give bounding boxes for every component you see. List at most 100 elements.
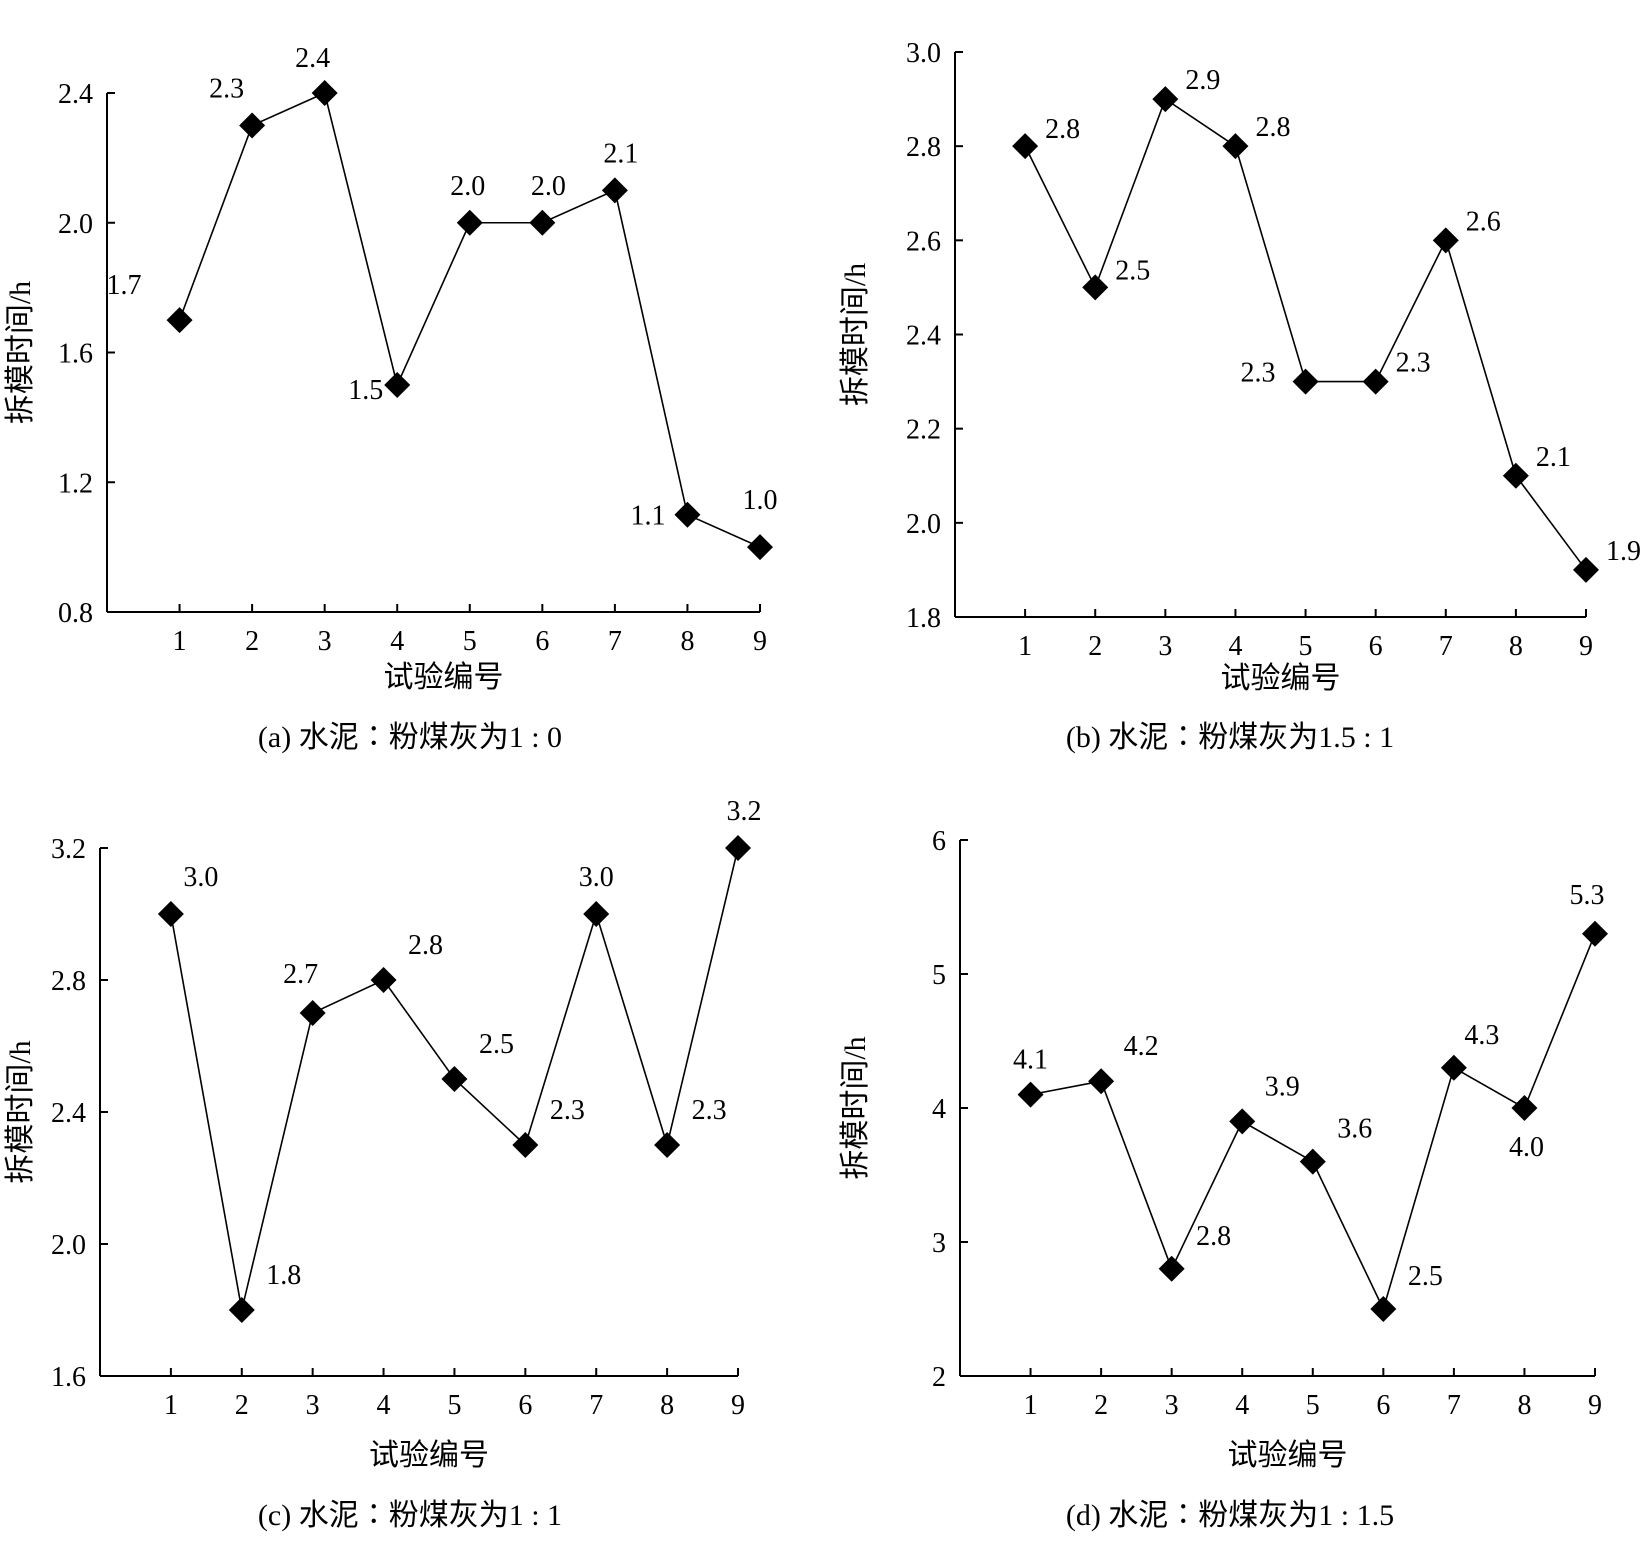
chart-b-x-tick-label: 1 bbox=[1018, 631, 1032, 662]
chart-a-point bbox=[384, 371, 411, 398]
chart-d-point bbox=[1511, 1095, 1538, 1121]
chart-b-point bbox=[1573, 556, 1599, 583]
chart-d-x-tick-label: 2 bbox=[1094, 1390, 1108, 1421]
chart-d-series-line bbox=[1030, 933, 1596, 1312]
chart-c-y-tick-label: 3.2 bbox=[51, 834, 86, 865]
chart-a-caption: (a) 水泥∶粉煤灰为1 : 0 bbox=[257, 721, 563, 754]
chart-a-plot: 0.8 1.2 1.6 2.0 2.4 1 2 3 4 5 6 7 8 9 试验编号 拆模时间/h 1.7 2.3… bbox=[4, 43, 778, 694]
chart-c-data-label: 2.3 bbox=[692, 1095, 727, 1126]
chart-a-point bbox=[601, 177, 628, 204]
chart-c-y-tick-label: 2.4 bbox=[51, 1098, 86, 1129]
chart-d-x-tick-label: 4 bbox=[1235, 1390, 1249, 1421]
chart-d-data-label: 3.9 bbox=[1265, 1071, 1300, 1102]
chart-panel-a: 0.8 1.2 1.6 2.0 2.4 1 2 3 4 5 6 7 8 9 试验编号 拆模时间/h 1.7 2.3… bbox=[0, 0, 820, 772]
chart-a-y-tick-label: 2.4 bbox=[58, 79, 93, 110]
chart-c-data-label: 2.7 bbox=[283, 959, 318, 990]
chart-d-plot: 2 3 4 5 6 1 2 3 4 5 6 7 8 9 试验编号 拆模时间/h 4.1 4.2 2.8 3.9 3.6 2… bbox=[839, 826, 1608, 1472]
chart-d-y-tick-label: 2 bbox=[932, 1362, 946, 1393]
chart-a-point bbox=[529, 209, 556, 236]
chart-a-x-tick-label: 8 bbox=[680, 626, 694, 657]
chart-a-point bbox=[747, 534, 773, 561]
chart-a-data-label: 1.5 bbox=[348, 375, 383, 406]
chart-a-x-tick-label: 2 bbox=[245, 626, 259, 657]
chart-a-x-tick-label: 6 bbox=[535, 626, 549, 657]
chart-d-data-label: 4.2 bbox=[1124, 1031, 1159, 1062]
chart-b-y-tick-label: 2.2 bbox=[906, 415, 941, 446]
chart-c-data-label: 1.8 bbox=[266, 1260, 301, 1291]
chart-c-plot: 1.6 2.0 2.4 2.8 3.2 1 2 3 4 5 6 7 8 9 试验编号 拆模时间/h 3.0 1.8… bbox=[4, 796, 762, 1472]
chart-a-y-tick-label: 2.0 bbox=[58, 209, 93, 240]
chart-c-x-tick-label: 8 bbox=[660, 1390, 674, 1421]
chart-panel-d: 2 3 4 5 6 1 2 3 4 5 6 7 8 9 试验编号 拆模时间/h 4.1 4.2 2.8 3.9 3.6 2… bbox=[820, 772, 1640, 1544]
chart-c-point bbox=[228, 1297, 255, 1323]
chart-c-data-label: 2.5 bbox=[479, 1029, 514, 1060]
chart-d-data-label: 4.1 bbox=[1013, 1045, 1048, 1076]
chart-b-point bbox=[1292, 368, 1319, 395]
chart-d-y-axis-label: 拆模时间/h bbox=[839, 1036, 872, 1179]
chart-c-caption: (c) 水泥∶粉煤灰为1 : 1 bbox=[257, 1499, 563, 1532]
chart-c-y-tick-label: 2.8 bbox=[51, 966, 86, 997]
chart-c-y-tick-label: 1.6 bbox=[51, 1362, 86, 1393]
chart-b-x-tick-label: 4 bbox=[1228, 631, 1242, 662]
chart-b-data-label: 2.8 bbox=[1045, 114, 1080, 145]
chart-b-x-axis-label: 试验编号 bbox=[1221, 662, 1341, 695]
chart-a-x-tick-label: 1 bbox=[173, 626, 187, 657]
chart-a-data-label: 2.1 bbox=[603, 138, 638, 169]
chart-b-x-tick-label: 9 bbox=[1579, 631, 1593, 662]
chart-a-point bbox=[456, 209, 483, 236]
chart-c-data-label: 3.0 bbox=[579, 862, 614, 893]
chart-d-point bbox=[1299, 1148, 1326, 1175]
chart-panel-b: 1.8 2.0 2.2 2.4 2.6 2.8 3.0 1 2 3 4 5 6 7 8 9 试验编号 拆模时间/h… bbox=[820, 0, 1640, 772]
chart-d-x-tick-label: 1 bbox=[1024, 1390, 1038, 1421]
chart-b-point bbox=[1222, 133, 1249, 160]
chart-d-y-tick-label: 3 bbox=[932, 1228, 946, 1259]
chart-b-x-tick-label: 3 bbox=[1158, 631, 1172, 662]
chart-d-x-tick-label: 8 bbox=[1517, 1390, 1531, 1421]
chart-panel-c: 1.6 2.0 2.4 2.8 3.2 1 2 3 4 5 6 7 8 9 试验编号 拆模时间/h 3.0 1.8… bbox=[0, 772, 820, 1544]
chart-b-data-label: 2.8 bbox=[1255, 112, 1290, 143]
chart-a-point bbox=[674, 501, 701, 528]
chart-d-x-tick-label: 7 bbox=[1447, 1390, 1461, 1421]
chart-d-point bbox=[1582, 920, 1608, 947]
chart-b-data-label: 2.1 bbox=[1536, 442, 1571, 473]
chart-c-x-tick-label: 2 bbox=[235, 1390, 249, 1421]
chart-c-point bbox=[512, 1132, 539, 1158]
chart-d-y-tick-label: 5 bbox=[932, 960, 946, 991]
chart-b-y-axis-label: 拆模时间/h bbox=[839, 263, 872, 406]
chart-b-data-label: 2.5 bbox=[1115, 255, 1150, 286]
chart-c-data-label: 2.8 bbox=[408, 930, 443, 961]
chart-c-y-axis-label: 拆模时间/h bbox=[4, 1040, 37, 1183]
chart-c-point bbox=[299, 1000, 326, 1026]
chart-b-series-line bbox=[1024, 97, 1587, 571]
chart-a-y-tick-label: 1.2 bbox=[58, 468, 93, 499]
chart-d-y-tick-label: 6 bbox=[932, 826, 946, 857]
chart-d-y-tick-label: 4 bbox=[932, 1094, 946, 1125]
chart-b-caption: (b) 水泥∶粉煤灰为1.5 : 1 bbox=[1065, 721, 1395, 754]
chart-a-data-label: 2.4 bbox=[295, 43, 330, 74]
chart-b-point bbox=[1502, 462, 1529, 489]
chart-b-x-tick-label: 7 bbox=[1439, 631, 1453, 662]
chart-a-point bbox=[311, 80, 338, 106]
chart-b-y-tick-label: 2.4 bbox=[906, 321, 941, 352]
chart-c-x-tick-label: 9 bbox=[731, 1390, 745, 1421]
chart-b-plot: 1.8 2.0 2.2 2.4 2.6 2.8 3.0 1 2 3 4 5 6 7 8 9 试验编号 拆模时间/h… bbox=[839, 38, 1640, 695]
chart-c-point bbox=[370, 967, 397, 993]
chart-a-x-axis-label: 试验编号 bbox=[384, 661, 504, 694]
chart-a-data-label: 1.1 bbox=[630, 501, 665, 532]
chart-d-point bbox=[1158, 1255, 1185, 1282]
chart-a-data-label: 2.0 bbox=[450, 171, 485, 202]
chart-b-y-tick-label: 3.0 bbox=[906, 38, 941, 69]
chart-a-x-tick-label: 4 bbox=[390, 626, 404, 657]
chart-b-y-tick-label: 2.6 bbox=[906, 226, 941, 257]
chart-b-x-tick-label: 6 bbox=[1369, 631, 1383, 662]
chart-c-x-axis-label: 试验编号 bbox=[369, 1439, 489, 1472]
chart-a-series-line bbox=[178, 91, 761, 548]
chart-c-data-label: 3.0 bbox=[183, 862, 218, 893]
chart-c-x-tick-label: 6 bbox=[518, 1390, 532, 1421]
chart-c-x-tick-label: 5 bbox=[447, 1390, 461, 1421]
chart-b-point bbox=[1362, 368, 1389, 395]
chart-b-point bbox=[1432, 227, 1459, 254]
chart-c-x-tick-label: 3 bbox=[306, 1390, 320, 1421]
chart-d-caption: (d) 水泥∶粉煤灰为1 : 1.5 bbox=[1065, 1499, 1395, 1532]
